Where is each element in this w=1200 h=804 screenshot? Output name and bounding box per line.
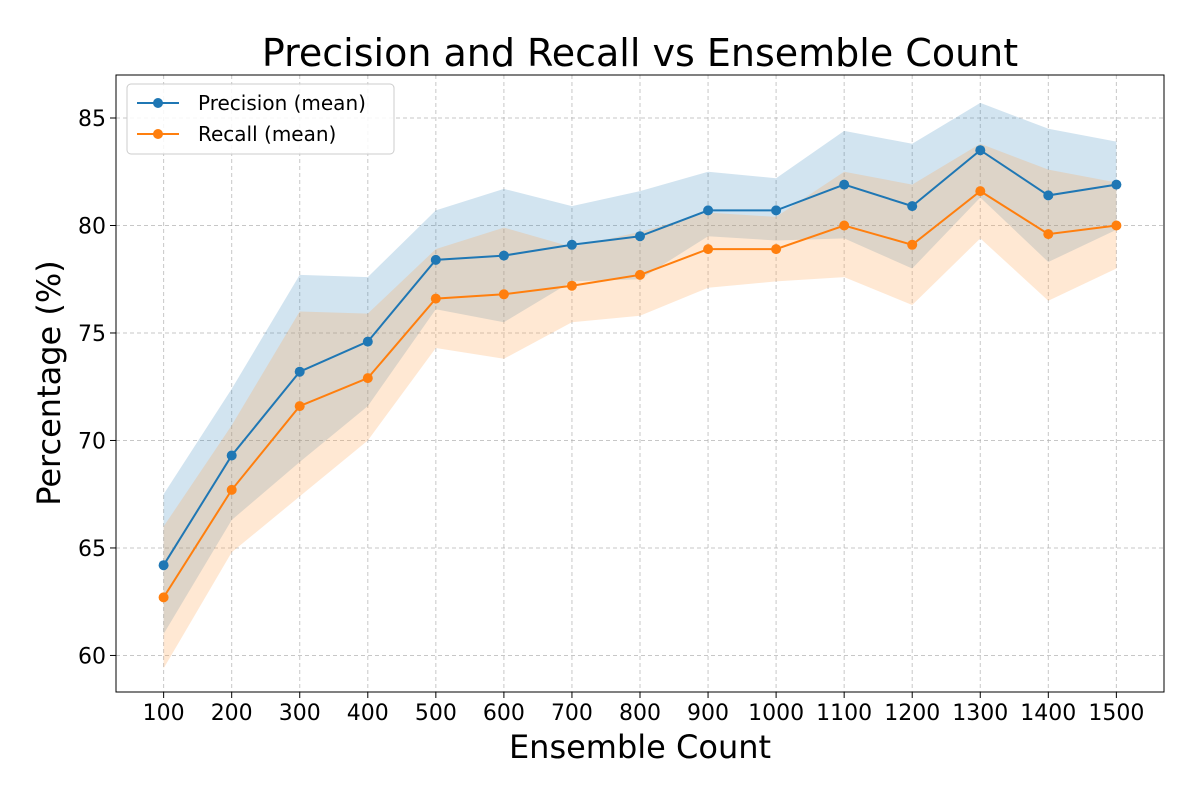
y-axis-title: Percentage (%) [30, 260, 68, 506]
legend-items: Precision (mean) Recall (mean) [137, 91, 366, 146]
legend-box [126, 83, 395, 155]
point-layer [158, 145, 1122, 603]
recall-point [430, 293, 441, 304]
x-tick-label: 1400 [1020, 701, 1076, 726]
x-tick-label: 200 [211, 701, 253, 726]
x-axis-title: Ensemble Count [509, 728, 771, 766]
y-tick-label: 85 [78, 107, 106, 132]
recall-point [226, 484, 237, 495]
precision-point [1043, 190, 1054, 201]
recall-point [566, 280, 577, 291]
precision-point [226, 450, 237, 461]
y-tick-label: 65 [78, 537, 106, 562]
x-tick-label: 700 [551, 701, 593, 726]
recall-point [771, 244, 782, 255]
precision-point [975, 145, 986, 156]
x-tick-label: 500 [415, 701, 457, 726]
x-tick-label: 100 [143, 701, 185, 726]
x-tick-label: 800 [619, 701, 661, 726]
x-tick-label: 900 [687, 701, 729, 726]
precision-point [907, 201, 918, 212]
y-tick-label: 75 [78, 322, 106, 347]
precision-point [566, 239, 577, 250]
recall-point [498, 289, 509, 300]
x-tick-label: 1500 [1088, 701, 1144, 726]
chart-title: Precision and Recall vs Ensemble Count [262, 31, 1018, 75]
legend-precision-label: Precision (mean) [198, 91, 366, 115]
precision-point [1111, 179, 1122, 190]
recall-point [1111, 220, 1122, 231]
recall-point [703, 244, 714, 255]
legend-precision-marker [153, 98, 163, 108]
y-tick-label: 70 [78, 429, 106, 454]
x-tick-label: 400 [347, 701, 389, 726]
recall-point [1043, 229, 1054, 240]
grid-layer [116, 75, 1164, 692]
legend: Precision (mean) Recall (mean) [126, 83, 395, 155]
precision-point [362, 336, 373, 347]
recall-point [975, 186, 986, 197]
recall-point [294, 401, 305, 412]
x-tick-label: 1100 [816, 701, 872, 726]
precision-point [430, 254, 441, 265]
precision-point [498, 250, 509, 261]
x-tick-label: 1200 [884, 701, 940, 726]
recall-point [158, 592, 169, 603]
precision-point [771, 205, 782, 216]
y-tick-label: 80 [78, 214, 106, 239]
x-tick-label: 300 [279, 701, 321, 726]
y-tick-label: 60 [78, 644, 106, 669]
legend-recall-marker [153, 129, 163, 139]
precision-point [703, 205, 714, 216]
precision-point [839, 179, 850, 190]
x-tick-label: 1300 [952, 701, 1008, 726]
x-tick-label: 600 [483, 701, 525, 726]
recall-point [635, 269, 645, 280]
precision-point [158, 560, 169, 571]
recall-band [163, 143, 1117, 669]
recall-point [907, 239, 918, 250]
legend-recall-label: Recall (mean) [198, 122, 336, 146]
precision-point [294, 366, 305, 377]
precision-point [635, 231, 645, 242]
recall-point [839, 220, 850, 231]
tick-layer: 100 200 300 400 500 600 700 800 900 1000 1100 1200 1… [78, 107, 1144, 726]
recall-point [362, 373, 373, 384]
x-tick-label: 1000 [748, 701, 804, 726]
